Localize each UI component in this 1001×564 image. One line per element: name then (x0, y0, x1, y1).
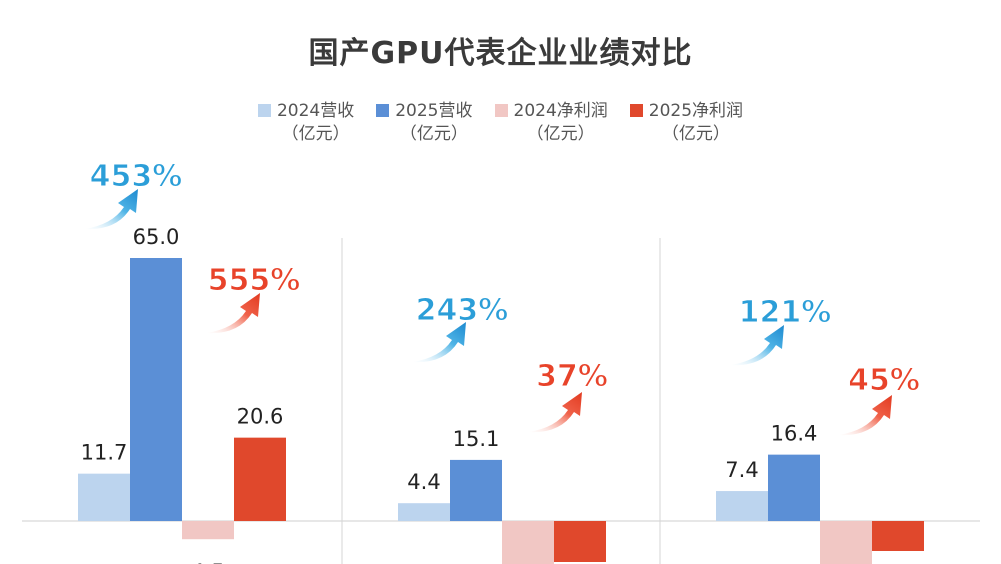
value-label-np2024-group-1: 4.5 (191, 560, 224, 564)
growth-arrow-icon-2 (206, 293, 260, 334)
legend-label-np2024: 2024净利润 （亿元） (513, 101, 608, 144)
legend-label-rev2024: 2024营收 （亿元） (276, 101, 355, 144)
bar-np2025-group-1 (234, 437, 286, 521)
growth-label-3: 243% (416, 293, 509, 328)
bar-np2024-group-3 (820, 521, 872, 564)
legend-label-rev2025: 2025营收 （亿元） (395, 101, 473, 144)
legend-swatch-rev2024 (257, 104, 271, 117)
growth-arrow-icon-5 (730, 325, 784, 366)
value-label-rev2025-group-1: 65.0 (133, 225, 180, 249)
legend-swatch-np2025 (629, 104, 643, 117)
bar-rev2024-group-3 (716, 491, 768, 521)
bar-rev2024-group-1 (78, 473, 130, 521)
growth-arrow-icon-1 (84, 189, 138, 230)
bar-np2024-group-1 (182, 521, 234, 540)
legend-item-np2024: 2024净利润 （亿元） (494, 100, 608, 146)
value-label-rev2025-group-3: 16.4 (771, 422, 818, 446)
growth-arrow-icon-6 (838, 395, 892, 436)
growth-label-5: 121% (739, 295, 832, 330)
legend-swatch-np2024 (494, 104, 508, 117)
bar-np2025-group-2 (554, 521, 606, 562)
bar-rev2025-group-2 (450, 459, 502, 521)
legend-item-rev2024: 2024营收 （亿元） (257, 100, 355, 146)
legend-swatch-rev2025 (376, 104, 390, 117)
bar-rev2025-group-1 (130, 258, 182, 521)
bar-rev2024-group-2 (398, 503, 450, 521)
value-label-rev2024-group-1: 11.7 (81, 441, 128, 465)
bar-rev2025-group-3 (768, 454, 820, 521)
legend-label-np2025: 2025净利润 （亿元） (648, 101, 744, 144)
growth-label-2: 555% (208, 263, 301, 298)
growth-arrow-icon-3 (412, 322, 466, 363)
growth-label-6: 45% (848, 363, 920, 398)
growth-arrow-icon-4 (528, 392, 582, 433)
legend: 2024营收 （亿元） 2025营收 （亿元） 2024净利润 （亿元） 202… (0, 100, 1001, 146)
bar-np2024-group-2 (502, 521, 554, 564)
value-label-rev2025-group-2: 15.1 (453, 427, 500, 451)
value-label-rev2024-group-3: 7.4 (725, 458, 758, 482)
growth-label-1: 453% (90, 159, 183, 194)
legend-item-np2025: 2025净利润 （亿元） (629, 100, 744, 146)
legend-item-rev2025: 2025营收 （亿元） (376, 100, 473, 146)
value-label-np2025-group-1: 20.6 (237, 405, 284, 429)
chart-title: 国产GPU代表企业业绩对比 (308, 36, 693, 71)
bar-np2025-group-3 (872, 521, 924, 551)
growth-label-4: 37% (536, 359, 608, 394)
value-label-rev2024-group-2: 4.4 (407, 470, 440, 494)
